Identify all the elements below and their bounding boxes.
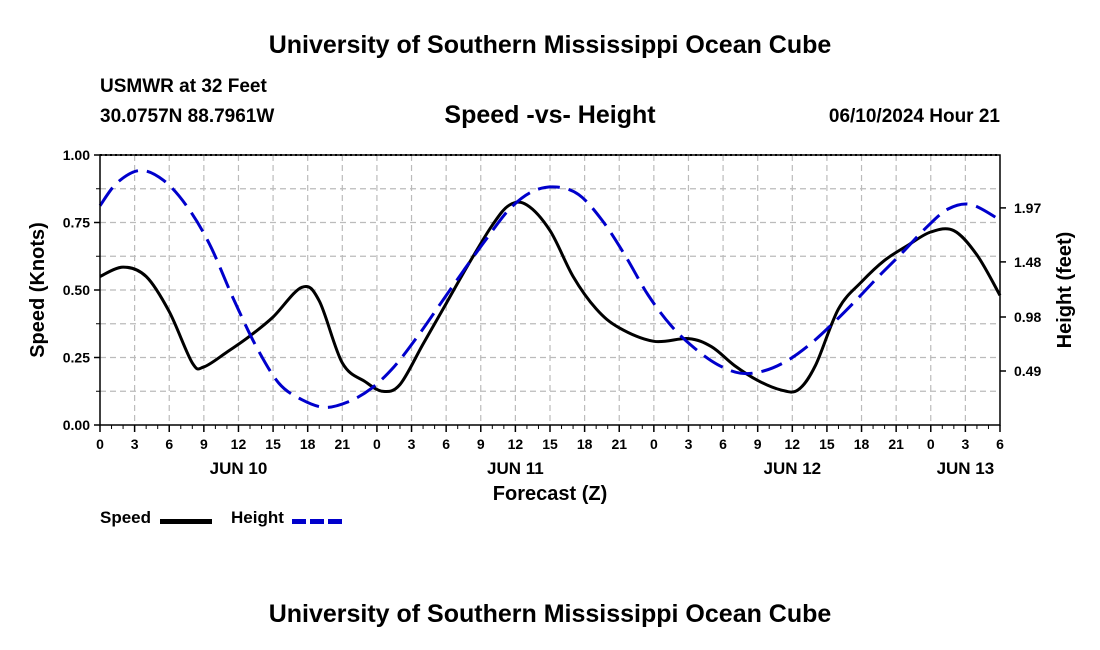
legend-speed-label: Speed xyxy=(100,508,152,527)
x-axis-title: Forecast (Z) xyxy=(493,483,607,505)
x-tick-label: 3 xyxy=(961,436,969,452)
forecast-datetime: 06/10/2024 Hour 21 xyxy=(828,106,1000,127)
y2-axis-title: Height (feet) xyxy=(1054,232,1076,349)
x-day-label: JUN 12 xyxy=(763,459,821,478)
x-tick-label: 15 xyxy=(542,436,558,452)
y2-tick-label: 1.97 xyxy=(1014,200,1041,216)
x-day-label: JUN 13 xyxy=(937,459,995,478)
x-tick-label: 3 xyxy=(408,436,416,452)
legend-speed-swatch xyxy=(160,519,212,524)
top-title: University of Southern Mississippi Ocean… xyxy=(268,31,832,59)
x-tick-label: 0 xyxy=(650,436,658,452)
x-tick-label: 0 xyxy=(373,436,381,452)
legend-height-swatch xyxy=(292,519,342,524)
x-day-label: JUN 10 xyxy=(210,459,268,478)
y-tick-label: 0.25 xyxy=(63,350,90,366)
x-tick-label: 0 xyxy=(96,436,104,452)
x-tick-label: 21 xyxy=(611,436,627,452)
x-tick-label: 3 xyxy=(685,436,693,452)
x-tick-label: 0 xyxy=(927,436,935,452)
height-series-line xyxy=(98,168,1001,409)
grid xyxy=(100,155,1000,425)
x-tick-label: 12 xyxy=(785,436,801,452)
y2-tick-label: 1.48 xyxy=(1014,254,1041,270)
y-tick-label: 0.00 xyxy=(63,417,90,433)
x-tick-label: 15 xyxy=(819,436,835,452)
y2-tick-label: 0.98 xyxy=(1014,309,1041,325)
x-tick-label: 15 xyxy=(265,436,281,452)
speed-height-chart: 0 3 6 9 12 15 18 21 0 3 6 9 12 15 18 21 0 3 6 9 12 15 18 21 0 3 6J… xyxy=(27,147,1076,505)
series-layer xyxy=(98,168,1002,409)
axes: 0 3 6 9 12 15 18 21 0 3 6 9 12 15 18 21 0 3 6 9 12 15 18 21 0 3 6J… xyxy=(27,147,1076,505)
y-axis-title: Speed (Knots) xyxy=(27,222,49,358)
y2-tick-label: 0.49 xyxy=(1014,363,1041,379)
legend-height-label: Height xyxy=(231,508,284,527)
x-tick-label: 9 xyxy=(477,436,485,452)
x-tick-label: 9 xyxy=(754,436,762,452)
x-tick-label: 18 xyxy=(577,436,593,452)
y-tick-label: 0.50 xyxy=(63,282,90,298)
x-tick-label: 18 xyxy=(854,436,870,452)
station-label: USMWR at 32 Feet xyxy=(100,76,267,97)
x-tick-label: 21 xyxy=(335,436,351,452)
x-tick-label: 6 xyxy=(442,436,450,452)
y-tick-label: 0.75 xyxy=(63,215,90,231)
y-tick-label: 1.00 xyxy=(63,147,90,163)
x-tick-label: 3 xyxy=(131,436,139,452)
x-tick-label: 12 xyxy=(231,436,247,452)
x-tick-label: 12 xyxy=(508,436,524,452)
x-tick-label: 21 xyxy=(888,436,904,452)
x-tick-label: 18 xyxy=(300,436,316,452)
x-tick-label: 6 xyxy=(719,436,727,452)
speed-series-line xyxy=(99,200,1002,394)
bottom-title: University of Southern Mississippi Ocean… xyxy=(268,600,832,628)
x-tick-label: 9 xyxy=(200,436,208,452)
x-day-label: JUN 11 xyxy=(487,459,544,478)
station-coordinates: 30.0757N 88.7961W xyxy=(100,106,275,127)
x-tick-label: 6 xyxy=(996,436,1004,452)
x-tick-label: 6 xyxy=(165,436,173,452)
chart-title: Speed -vs- Height xyxy=(444,101,656,129)
